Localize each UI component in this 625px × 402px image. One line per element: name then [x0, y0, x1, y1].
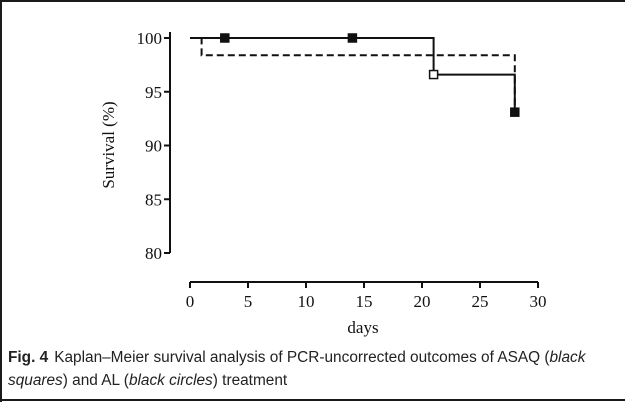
figure-frame-bottom	[0, 399, 625, 401]
y-tick-label: 85	[145, 190, 162, 209]
y-tick-label: 80	[145, 244, 162, 263]
x-axis-label: days	[347, 318, 378, 337]
series-solid-line	[190, 37, 516, 113]
x-tick-label: 0	[186, 292, 195, 311]
series-solid-marker	[428, 69, 439, 80]
figure-frame-left	[0, 0, 2, 402]
x-tick-label: 25	[472, 292, 489, 311]
x-tick-label: 10	[298, 292, 315, 311]
y-tick-label: 90	[145, 137, 162, 156]
caption-italic-2: black circles	[128, 372, 213, 389]
x-tick-label: 15	[356, 292, 373, 311]
x-tick-label: 30	[530, 292, 547, 311]
y-axis-label: Survival (%)	[99, 101, 118, 188]
survival-chart: 80 85 90 95 100 0 5 10 15 20 25 30 days Survival (%…	[99, 29, 547, 337]
caption-italic-1: black squares	[8, 349, 586, 389]
series-solid-marker	[220, 33, 230, 43]
figure-caption: Fig. 4 Kaplan–Meier survival analysis of …	[8, 346, 620, 392]
figure-frame-top	[0, 0, 625, 2]
caption-text-3: ) treatment	[212, 372, 288, 389]
caption-label: Fig. 4	[8, 349, 49, 366]
y-tick-label: 95	[145, 83, 162, 102]
series-solid-marker	[347, 33, 358, 43]
x-tick-label: 5	[244, 292, 253, 311]
series-dashed-line	[190, 37, 516, 113]
caption-text-2: ) and AL (	[62, 372, 129, 389]
x-tick-label: 20	[414, 292, 431, 311]
chart-axes: 80 85 90 95 100 0 5 10 15 20 25 30	[137, 29, 547, 311]
y-tick-label: 100	[137, 29, 163, 48]
chart-plot-area	[190, 33, 520, 117]
caption-text-1: Kaplan–Meier survival analysis of PCR-un…	[54, 349, 550, 366]
